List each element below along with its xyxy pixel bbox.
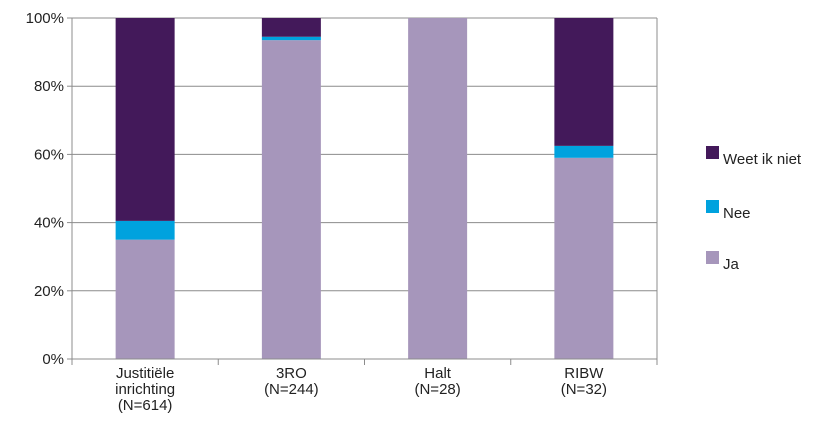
bars: [115, 18, 614, 359]
legend-swatch: [706, 251, 719, 264]
bar-segment-nee: [261, 36, 321, 41]
x-category-label: Halt: [424, 365, 452, 382]
y-tick-label: 40%: [34, 215, 64, 232]
y-tick-label: 20%: [34, 283, 64, 300]
bar-segment-weet-ik-niet: [261, 18, 321, 37]
x-category-label: inrichting: [115, 381, 175, 398]
bar-segment-ja: [115, 239, 175, 359]
x-category-label: (N=614): [118, 397, 173, 414]
x-category-label: RIBW: [564, 365, 604, 382]
legend-swatch: [706, 146, 719, 159]
bar-segment-nee: [115, 220, 175, 240]
y-tick-label: 60%: [34, 146, 64, 163]
axes: [67, 17, 658, 365]
y-tick-label: 100%: [26, 10, 64, 27]
x-category-label: (N=244): [264, 381, 319, 398]
y-tick-labels: 0% 20% 40% 60% 80% 100%: [26, 10, 64, 368]
x-category-label: Justitiële: [116, 365, 174, 382]
bar-segment-ja: [554, 157, 614, 359]
bar-segment-weet-ik-niet: [554, 18, 614, 146]
legend: Weet ik niet Nee Ja: [706, 146, 802, 273]
bar-segment-nee: [554, 145, 614, 158]
x-category-label: (N=32): [561, 381, 607, 398]
x-category-label: 3RO: [276, 365, 307, 382]
y-tick-label: 80%: [34, 78, 64, 95]
bar-segment-ja: [408, 18, 468, 359]
x-category-label: (N=28): [414, 381, 460, 398]
legend-swatch: [706, 200, 719, 213]
legend-label: Ja: [723, 256, 740, 273]
bar-segment-ja: [261, 40, 321, 359]
legend-label: Weet ik niet: [723, 151, 802, 168]
y-tick-label: 0%: [42, 351, 64, 368]
bar-segment-weet-ik-niet: [115, 18, 175, 221]
legend-label: Nee: [723, 205, 751, 222]
